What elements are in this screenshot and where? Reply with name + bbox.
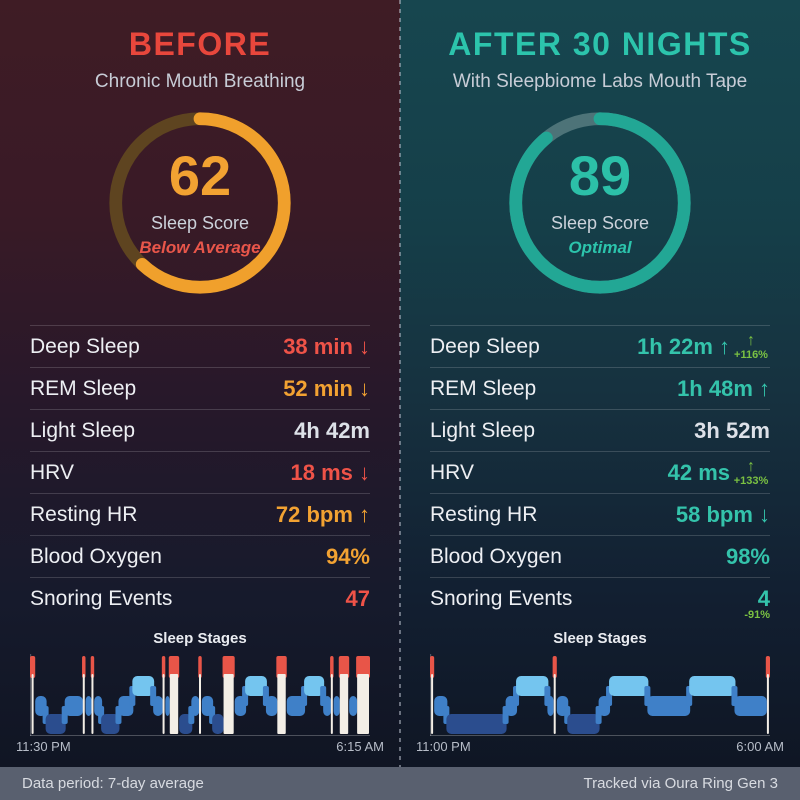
stat-value: 38 min ↓ bbox=[283, 333, 370, 359]
after-score-label: Sleep Score bbox=[550, 213, 650, 233]
up-arrow-icon: ↑ bbox=[747, 331, 755, 349]
stat-value: 1h 48m ↑ bbox=[677, 375, 770, 401]
before-subtitle: Chronic Mouth Breathing bbox=[94, 71, 306, 92]
stat-label: REM Sleep bbox=[30, 376, 137, 400]
change-percent: -91% bbox=[744, 609, 770, 621]
after-sleep-score-gauge: 89 Sleep Score Optimal bbox=[502, 105, 698, 301]
after-chart-end-time: 6:00 AM bbox=[736, 739, 784, 754]
stat-value: 3h 52m bbox=[694, 417, 770, 443]
stat-label: Light Sleep bbox=[30, 418, 136, 442]
stat-label: Deep Sleep bbox=[430, 334, 540, 358]
after-gauge-ring bbox=[509, 112, 691, 294]
stat-value: 58 bpm ↓ bbox=[675, 501, 770, 527]
stat-label: Blood Oxygen bbox=[30, 544, 162, 568]
before-chart-start-time: 11:30 PM bbox=[16, 739, 71, 754]
stat-label: HRV bbox=[30, 460, 74, 484]
stat-label: Blood Oxygen bbox=[430, 544, 562, 568]
stat-label: Light Sleep bbox=[430, 418, 536, 442]
stat-label: HRV bbox=[430, 460, 474, 484]
stat-value: 94% bbox=[325, 543, 370, 569]
table-row: REM Sleep 52 min ↓ bbox=[30, 367, 370, 409]
stat-value: 1h 22m ↑ bbox=[637, 333, 730, 359]
footer-bar: Data period: 7-day average Tracked via O… bbox=[0, 767, 800, 800]
before-gauge-ring bbox=[109, 112, 291, 294]
after-title: AFTER 30 NIGHTS bbox=[448, 26, 752, 62]
before-score-status: Below Average bbox=[139, 238, 261, 257]
table-row: Resting HR 72 bpm ↑ bbox=[30, 493, 370, 535]
table-row: Deep Sleep 38 min ↓ bbox=[30, 325, 370, 367]
before-sleep-stages-title: Sleep Stages bbox=[153, 630, 247, 647]
table-row: Light Sleep 4h 42m bbox=[30, 409, 370, 451]
stat-label: Resting HR bbox=[30, 502, 138, 526]
before-sleep-score-gauge: 62 Sleep Score Below Average bbox=[102, 105, 298, 301]
table-row: HRV 42 ms ↑ +133% bbox=[430, 451, 770, 493]
stat-label: Deep Sleep bbox=[30, 334, 140, 358]
table-row: Light Sleep 3h 52m bbox=[430, 409, 770, 451]
after-stats-table: Deep Sleep 1h 22m ↑ ↑ +116% REM Sleep 1h… bbox=[430, 325, 770, 621]
table-row: Blood Oxygen 94% bbox=[30, 535, 370, 577]
stat-label: Resting HR bbox=[430, 502, 538, 526]
table-row: Snoring Events 4 -91% bbox=[430, 577, 770, 621]
table-row: Resting HR 58 bpm ↓ bbox=[430, 493, 770, 535]
stat-value: 47 bbox=[345, 585, 370, 611]
after-score-value: 89 bbox=[568, 144, 632, 207]
stat-value: 42 ms bbox=[667, 459, 730, 485]
after-subtitle: With Sleepbiome Labs Mouth Tape bbox=[452, 71, 748, 92]
before-title: BEFORE bbox=[128, 26, 272, 62]
after-hypnogram-chart bbox=[430, 654, 770, 736]
tracking-source-note: Tracked via Oura Ring Gen 3 bbox=[583, 775, 778, 792]
after-sleep-stages-title: Sleep Stages bbox=[553, 630, 647, 647]
after-panel: AFTER 30 NIGHTS With Sleepbiome Labs Mou… bbox=[400, 0, 800, 767]
before-score-label: Sleep Score bbox=[150, 213, 250, 233]
stat-value: 18 ms ↓ bbox=[290, 459, 371, 485]
center-dashed-divider bbox=[399, 0, 401, 767]
table-row: Deep Sleep 1h 22m ↑ ↑ +116% bbox=[430, 325, 770, 367]
improvement-badge: ↑ +133% bbox=[732, 457, 770, 487]
before-chart-end-time: 6:15 AM bbox=[336, 739, 384, 754]
after-score-status: Optimal bbox=[568, 238, 632, 257]
stat-value: 4 bbox=[757, 585, 770, 611]
stat-value: 52 min ↓ bbox=[283, 375, 370, 401]
before-hypnogram-chart bbox=[30, 654, 370, 736]
improvement-badge: ↑ +116% bbox=[732, 331, 770, 361]
stat-value: 98% bbox=[725, 543, 770, 569]
stat-value: 72 bpm ↑ bbox=[275, 501, 370, 527]
table-row: REM Sleep 1h 48m ↑ bbox=[430, 367, 770, 409]
stat-value: 4h 42m bbox=[294, 417, 370, 443]
before-score-value: 62 bbox=[168, 144, 232, 207]
data-period-note: Data period: 7-day average bbox=[22, 775, 204, 792]
up-arrow-icon: ↑ bbox=[747, 457, 755, 475]
change-percent: +133% bbox=[733, 474, 769, 487]
table-row: Blood Oxygen 98% bbox=[430, 535, 770, 577]
change-percent: +116% bbox=[734, 348, 768, 361]
table-row: Snoring Events 47 bbox=[30, 577, 370, 619]
before-stats-table: Deep Sleep 38 min ↓ REM Sleep 52 min ↓ L… bbox=[30, 325, 370, 619]
table-row: HRV 18 ms ↓ bbox=[30, 451, 370, 493]
stat-label: Snoring Events bbox=[30, 586, 173, 610]
stat-label: REM Sleep bbox=[430, 376, 537, 400]
after-chart-start-time: 11:00 PM bbox=[416, 739, 471, 754]
before-panel: BEFORE Chronic Mouth Breathing 62 Sleep … bbox=[0, 0, 400, 767]
stat-label: Snoring Events bbox=[430, 586, 573, 610]
